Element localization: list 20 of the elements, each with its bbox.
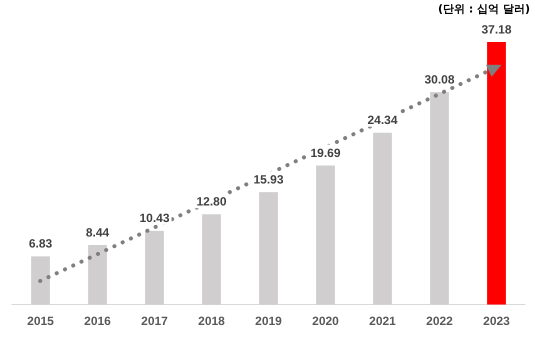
text: (단위 : 십억 달러): [438, 2, 530, 16]
x-tick-label: 2022: [426, 314, 454, 328]
data-label: 19.69: [310, 146, 341, 160]
data-label: 30.08: [424, 72, 455, 86]
data-label: 37.18: [481, 22, 512, 36]
x-tick-label: 2019: [255, 314, 282, 328]
x-tick-label: 2023: [483, 314, 510, 328]
data-label: 15.93: [253, 172, 284, 186]
data-label: 8.44: [86, 225, 110, 240]
bar: [487, 42, 506, 305]
x-tick-label: 2021: [369, 314, 396, 328]
x-tick-label: 2018: [198, 314, 226, 328]
x-tick-label: 2015: [27, 314, 54, 328]
data-label: 6.83: [28, 236, 52, 251]
x-tick-label: 2020: [312, 314, 340, 328]
x-tick-label: 2016: [84, 314, 112, 328]
x-tick-label: 2017: [141, 314, 168, 328]
data-label: 10.43: [139, 211, 170, 226]
data-label: 12.80: [196, 194, 227, 209]
data-label: 24.34: [367, 113, 398, 127]
